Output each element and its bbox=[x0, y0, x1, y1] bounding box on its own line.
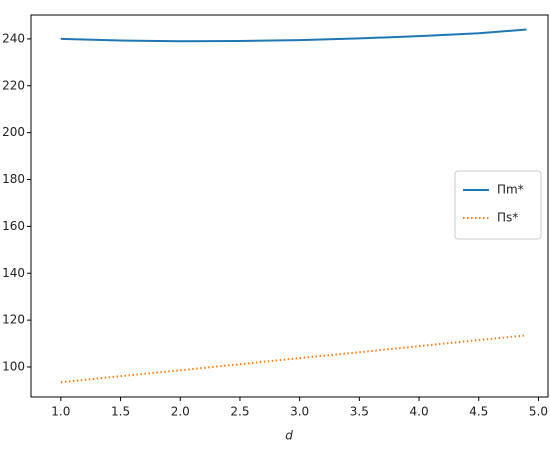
plot-frame bbox=[30, 14, 549, 398]
legend-box bbox=[454, 170, 542, 240]
x-axis-label: d bbox=[285, 429, 293, 443]
x-tick-label: 3.0 bbox=[290, 405, 309, 419]
x-tick-label: 4.5 bbox=[469, 405, 488, 419]
x-tick-label: 2.0 bbox=[171, 405, 190, 419]
x-tick-label: 5.0 bbox=[529, 405, 548, 419]
x-tick-label: 1.5 bbox=[111, 405, 130, 419]
y-tick-label: 200 bbox=[2, 125, 25, 139]
x-tick-label: 4.0 bbox=[410, 405, 429, 419]
legend-label: Πm* bbox=[497, 183, 524, 197]
x-tick-label: 2.5 bbox=[230, 405, 249, 419]
y-tick-label: 220 bbox=[2, 78, 25, 92]
x-tick-label: 1.0 bbox=[51, 405, 70, 419]
series-line bbox=[60, 334, 527, 384]
y-tick-label: 160 bbox=[2, 219, 25, 233]
legend-label: Πs* bbox=[497, 211, 518, 225]
y-tick-label: 120 bbox=[2, 313, 25, 327]
y-tick-label: 180 bbox=[2, 172, 25, 186]
y-tick-label: 100 bbox=[2, 360, 25, 374]
x-tick-label: 3.5 bbox=[350, 405, 369, 419]
series-line bbox=[60, 28, 527, 43]
y-tick-label: 140 bbox=[2, 266, 25, 280]
y-tick-label: 240 bbox=[2, 31, 25, 45]
